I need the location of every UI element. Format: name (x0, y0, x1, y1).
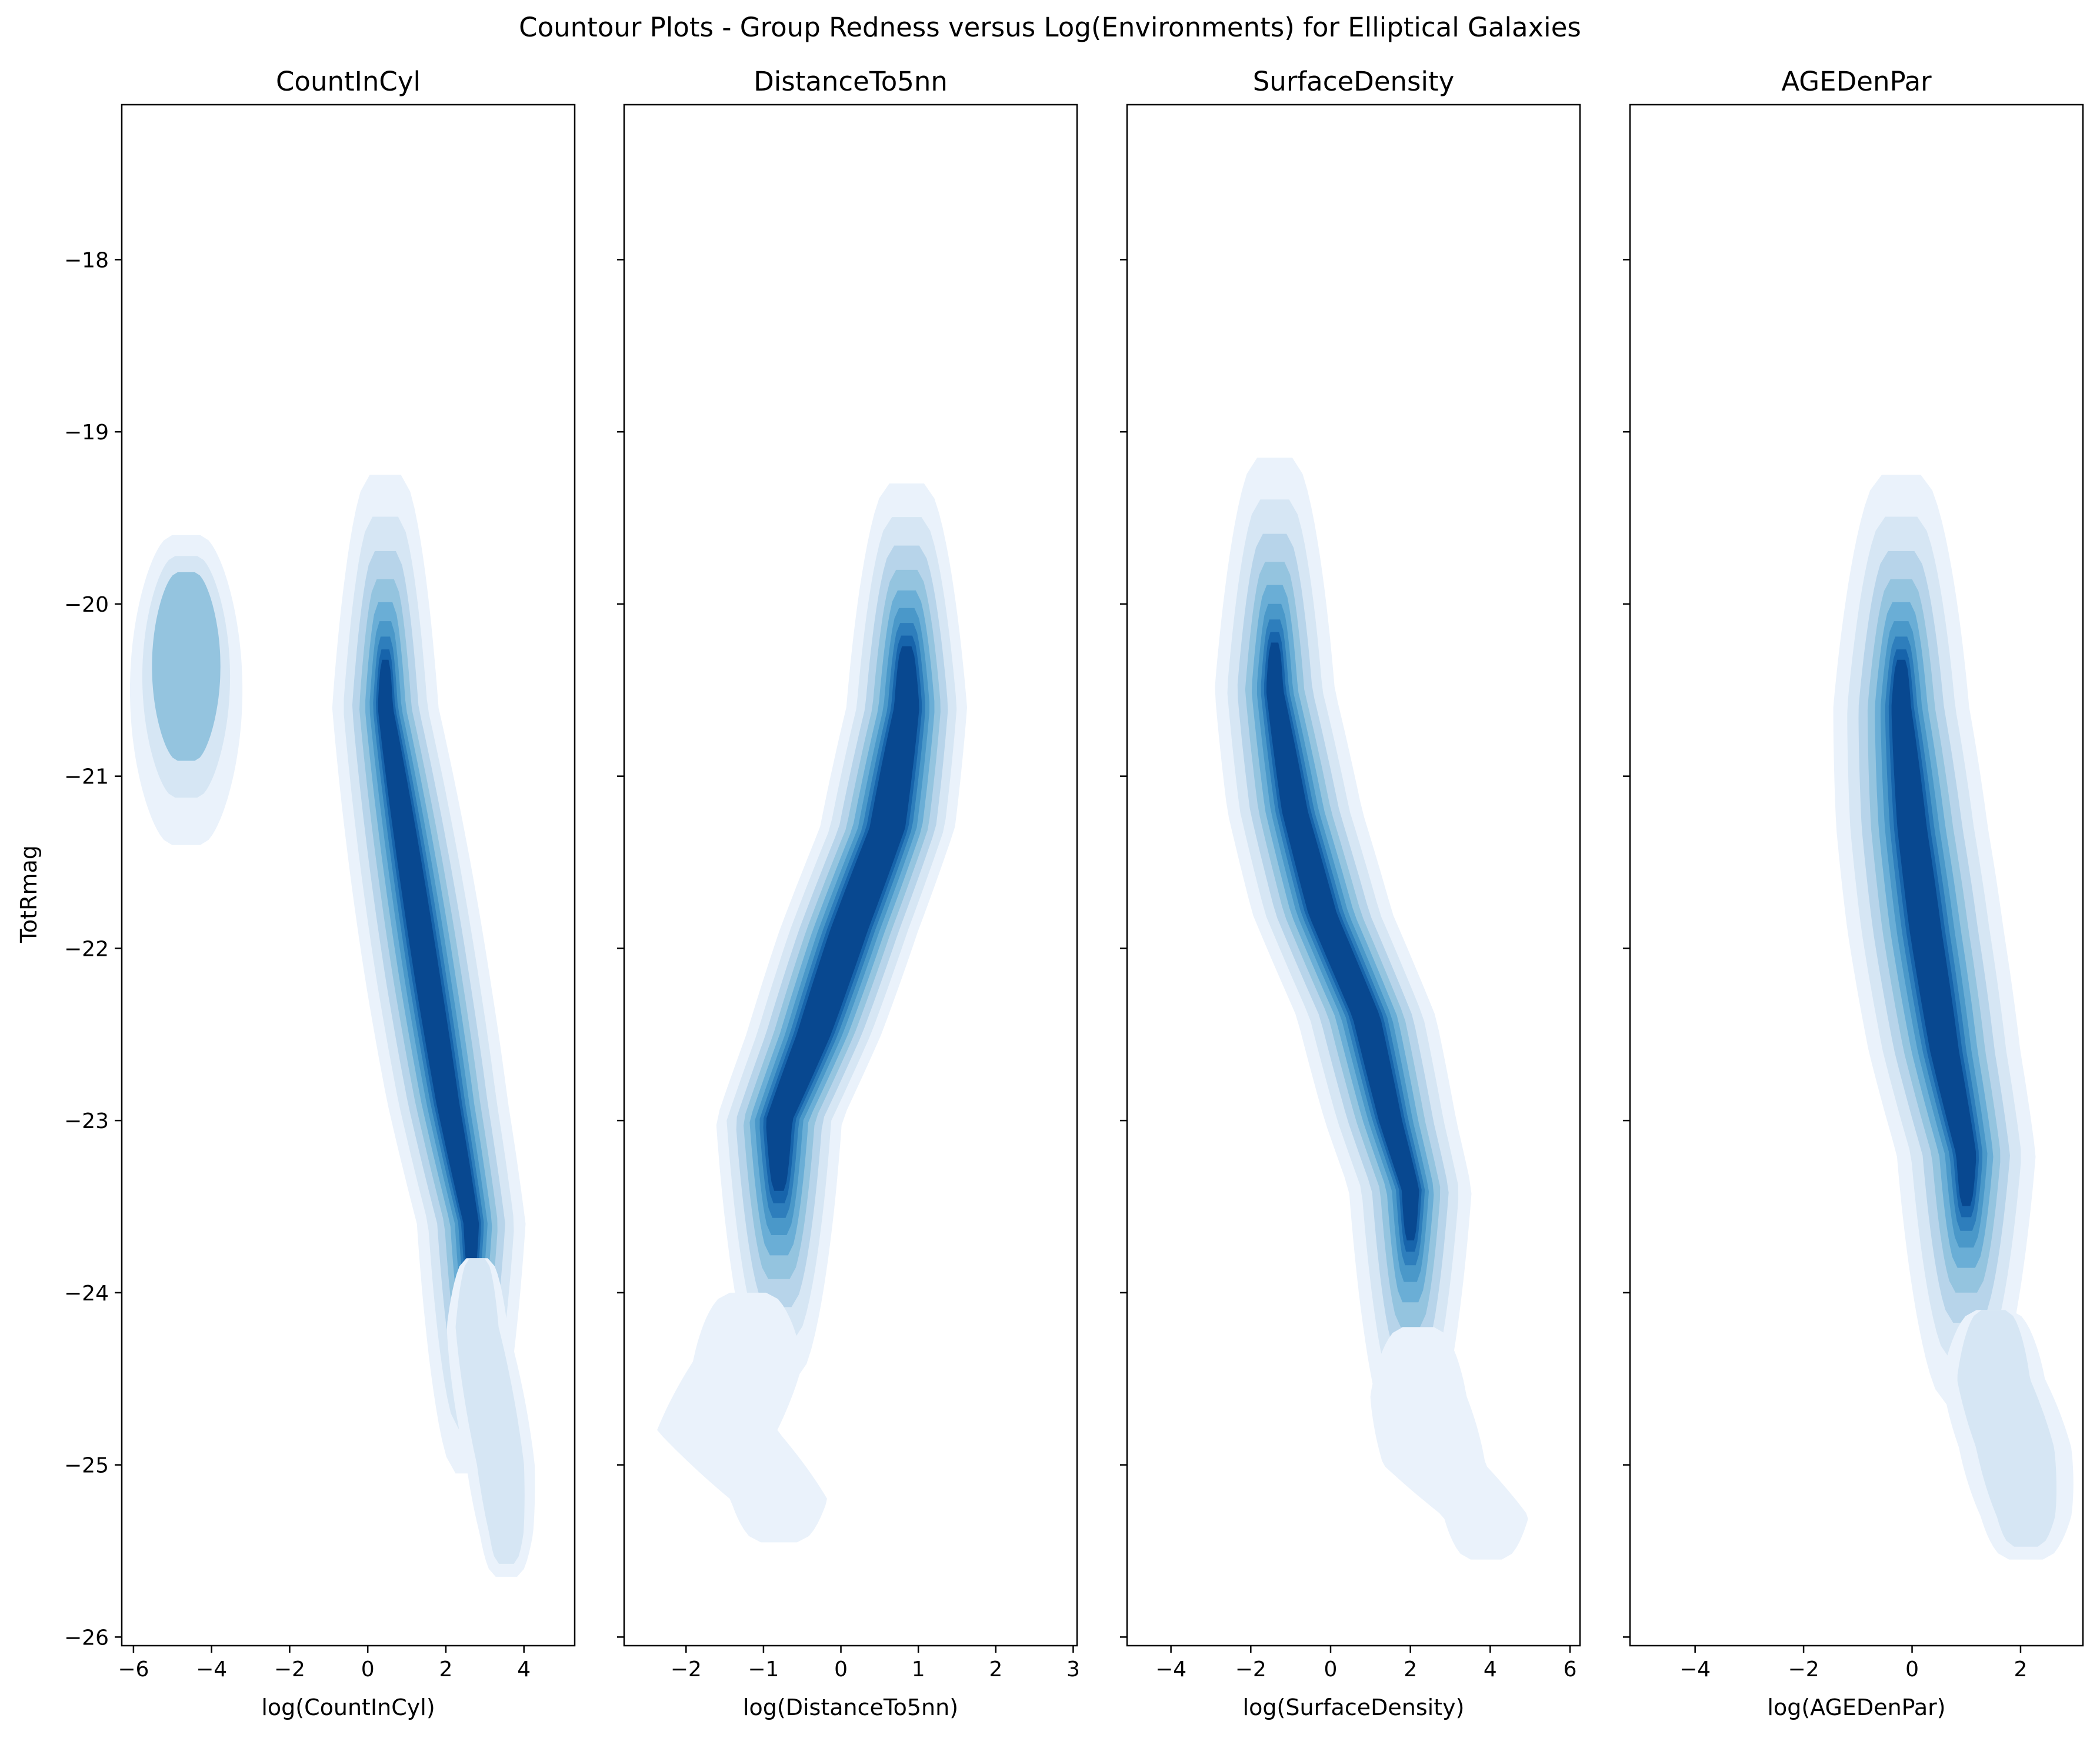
x-tick-label: −4 (1679, 1657, 1711, 1682)
contour-tail-level-1 (1370, 1327, 1528, 1560)
contour-tail-level-2 (455, 1258, 525, 1564)
x-tick-label: −1 (748, 1657, 779, 1682)
panel-title: AGEDenPar (1781, 66, 1932, 97)
contour-area (1833, 475, 2074, 1560)
x-axis-label: log(DistanceTo5nn) (743, 1694, 958, 1720)
x-tick-label: 4 (1484, 1657, 1497, 1682)
x-axis-label: log(AGEDenPar) (1767, 1694, 1945, 1720)
contour-level-9 (1891, 659, 1976, 1206)
x-tick-label: 2 (2014, 1657, 2027, 1682)
x-tick-label: 2 (1404, 1657, 1417, 1682)
contour-level-9 (378, 659, 479, 1275)
figure-suptitle: Countour Plots - Group Redness versus Lo… (519, 12, 1581, 43)
x-tick-label: −2 (671, 1657, 702, 1682)
x-tick-label: −2 (1788, 1657, 1819, 1682)
axes-frame (121, 104, 576, 1647)
x-tick-label: 6 (1564, 1657, 1577, 1682)
x-tick-label: 0 (1905, 1657, 1919, 1682)
panels: CountInCyl−6 −4 −2 0 2 4log(CountInCyl)−18−19… (64, 66, 2084, 1720)
axes-frame (1629, 104, 2084, 1647)
y-tick-label: −24 (64, 1282, 109, 1306)
panel-title: SurfaceDensity (1253, 66, 1455, 97)
x-tick-label: 1 (912, 1657, 925, 1682)
axes-frame (623, 104, 1078, 1647)
x-tick-label: 4 (517, 1657, 531, 1682)
y-axis-label: TotRmag (16, 845, 42, 943)
y-tick-label: −20 (64, 593, 109, 617)
panel-title: DistanceTo5nn (754, 66, 948, 97)
contour-area (129, 475, 535, 1577)
x-tick-label: 0 (834, 1657, 848, 1682)
panel-2: DistanceTo5nn −2 −1 0 1 2 3 log(DistanceTo5nn) (617, 66, 1080, 1720)
contour-tail-level-1 (657, 1292, 827, 1543)
x-tick-label: −2 (274, 1657, 305, 1682)
x-axis-label: log(SurfaceDensity) (1243, 1694, 1465, 1720)
contour-area (657, 483, 967, 1543)
x-tick-label: −4 (196, 1657, 227, 1682)
contour-level-9 (766, 646, 919, 1191)
contour-level-3 (152, 572, 221, 761)
x-tick-label: −6 (118, 1657, 149, 1682)
x-tick-label: 2 (439, 1657, 452, 1682)
x-axis-label: log(CountInCyl) (261, 1694, 435, 1720)
x-tick-label: 0 (1324, 1657, 1338, 1682)
y-tick-label: −26 (64, 1626, 109, 1650)
axes-frame (1126, 104, 1581, 1647)
y-tick-label: −18 (64, 248, 109, 272)
x-tick-label: −2 (1235, 1657, 1266, 1682)
x-tick-label: 3 (1066, 1657, 1080, 1682)
y-tick-label: −19 (64, 421, 109, 445)
y-tick-label: −23 (64, 1109, 109, 1133)
y-tick-label: −21 (64, 765, 109, 789)
contour-area (1215, 458, 1528, 1560)
panel-title: CountInCyl (276, 66, 421, 97)
y-tick-label: −22 (64, 937, 109, 961)
panel-4: AGEDenPar −4 −2 0 2 log(AGEDenPar) (1623, 66, 2084, 1720)
panel-3: SurfaceDensity −4 −2 0 2 4 6 log(SurfaceDensity… (1120, 66, 1581, 1720)
x-tick-label: 0 (361, 1657, 375, 1682)
contour-tail-level-2 (1957, 1310, 2056, 1547)
x-tick-label: −4 (1155, 1657, 1186, 1682)
contour-level-9 (1266, 642, 1419, 1240)
y-tick-label: −25 (64, 1454, 109, 1478)
panel-1: CountInCyl−6 −4 −2 0 2 4log(CountInCyl)−18−19… (64, 66, 576, 1720)
x-tick-label: 2 (989, 1657, 1002, 1682)
